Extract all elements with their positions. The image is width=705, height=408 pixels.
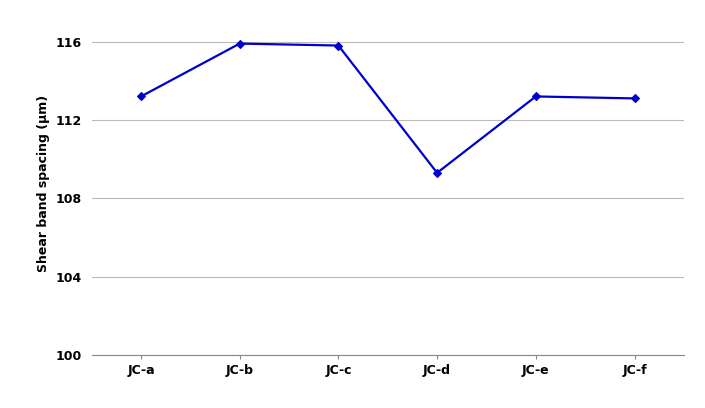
Y-axis label: Shear band spacing (μm): Shear band spacing (μm) — [37, 95, 50, 272]
